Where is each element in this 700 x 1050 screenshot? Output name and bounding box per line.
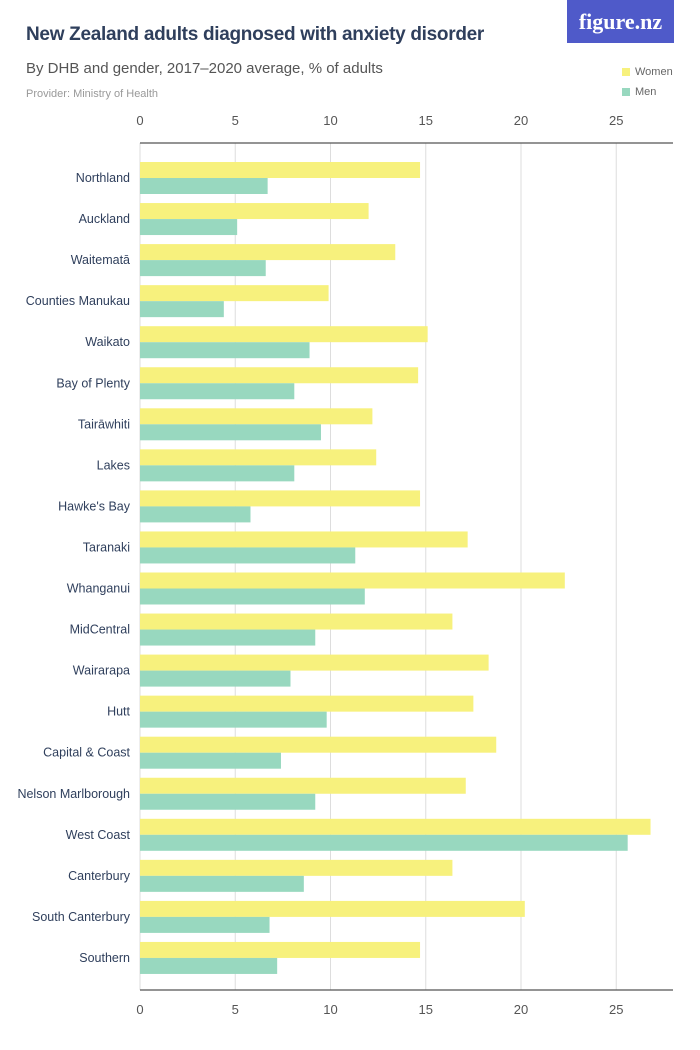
bar-men — [140, 547, 356, 564]
bar-women — [140, 900, 525, 917]
category-label: Whanganui — [67, 582, 130, 596]
bar-men — [140, 670, 291, 687]
bar-men — [140, 916, 270, 933]
bar-women — [140, 203, 369, 220]
bar-women — [140, 941, 421, 958]
bar-women — [140, 408, 373, 425]
category-label: Waikato — [85, 335, 130, 349]
category-label: Hawke's Bay — [58, 499, 131, 513]
category-label: Nelson Marlborough — [17, 787, 130, 801]
figure-nz-logo[interactable]: figure.nz — [567, 0, 674, 43]
bar-men — [140, 629, 316, 646]
bar-women — [140, 654, 489, 671]
category-label: Taranaki — [83, 540, 130, 554]
bar-women — [140, 695, 474, 712]
legend-label-men: Men — [635, 86, 657, 98]
x-tick-label-top: 5 — [232, 113, 239, 128]
category-label: Counties Manukau — [26, 294, 130, 308]
bar-women — [140, 572, 565, 589]
category-label: Lakes — [97, 458, 130, 472]
x-tick-label-top: 20 — [514, 113, 528, 128]
category-label: South Canterbury — [32, 910, 131, 924]
x-tick-label-top: 10 — [323, 113, 337, 128]
category-label: Bay of Plenty — [56, 376, 130, 390]
legend-swatch-men — [622, 88, 630, 96]
category-label: Capital & Coast — [43, 746, 130, 760]
bar-men — [140, 875, 304, 892]
bar-men — [140, 383, 295, 400]
provider-text: Provider: Ministry of Health — [26, 88, 159, 100]
bar-women — [140, 326, 428, 343]
x-tick-label-bottom: 15 — [419, 1002, 433, 1017]
bar-women — [140, 244, 396, 261]
bar-men — [140, 506, 251, 523]
bar-men — [140, 178, 268, 194]
bar-men — [140, 752, 281, 769]
bar-men — [140, 301, 224, 318]
chart-subtitle: By DHB and gender, 2017–2020 average, % … — [26, 60, 383, 77]
category-label: Hutt — [107, 705, 130, 719]
category-label: Tairāwhiti — [78, 417, 130, 431]
bar-men — [140, 834, 628, 851]
bar-women — [140, 367, 419, 384]
bar-men — [140, 219, 238, 236]
bar-men — [140, 260, 266, 277]
bar-men — [140, 711, 327, 728]
chart-title: New Zealand adults diagnosed with anxiet… — [26, 24, 484, 45]
bar-women — [140, 859, 453, 876]
bar-men — [140, 465, 295, 482]
bar-women — [140, 613, 453, 630]
bar-women — [140, 162, 421, 178]
bar-men — [140, 342, 310, 359]
x-tick-label-bottom: 10 — [323, 1002, 337, 1017]
bar-women — [140, 818, 651, 835]
bar-women — [140, 285, 329, 302]
bar-men — [140, 424, 321, 441]
x-tick-label-top: 25 — [609, 113, 623, 128]
x-tick-label-bottom: 0 — [136, 1002, 143, 1017]
category-label: Auckland — [79, 212, 130, 226]
x-tick-label-bottom: 5 — [232, 1002, 239, 1017]
category-label: West Coast — [66, 828, 131, 842]
bar-women — [140, 777, 466, 794]
bar-men — [140, 793, 316, 810]
category-label: Wairarapa — [73, 664, 130, 678]
x-tick-label-bottom: 25 — [609, 1002, 623, 1017]
bar-women — [140, 531, 468, 548]
bar-women — [140, 490, 421, 507]
legend-men: Men — [622, 86, 656, 98]
x-tick-label-bottom: 20 — [514, 1002, 528, 1017]
category-label: Waitematā — [71, 253, 130, 267]
x-tick-label-top: 15 — [419, 113, 433, 128]
category-label: Canterbury — [68, 869, 131, 883]
bar-men — [140, 957, 278, 974]
legend-women: Women — [622, 66, 673, 78]
bar-women — [140, 449, 377, 466]
bar-men — [140, 588, 365, 605]
category-label: Northland — [76, 171, 130, 185]
category-label: MidCentral — [70, 623, 130, 637]
legend-swatch-women — [622, 68, 630, 76]
bar-women — [140, 736, 497, 753]
x-tick-label-top: 0 — [136, 113, 143, 128]
category-label: Southern — [79, 951, 130, 965]
legend-label-women: Women — [635, 66, 673, 78]
